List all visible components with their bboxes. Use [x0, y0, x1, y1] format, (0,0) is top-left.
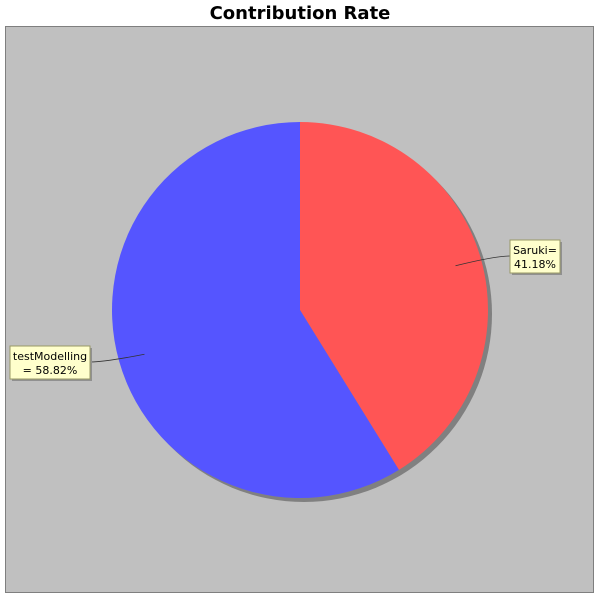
label-leader-line [455, 255, 511, 267]
label-text-name: testModelling [13, 350, 87, 363]
label-text-value: = 58.82% [23, 364, 78, 377]
label-box [9, 345, 91, 380]
pie-label-testModelling: testModelling= 58.82% [9, 345, 145, 381]
pie-slice-Saruki [300, 122, 488, 470]
pie-slice-testModelling [111, 122, 399, 499]
pie-label-Saruki: Saruki=41.18% [455, 239, 562, 275]
label-text-value: 41.18% [514, 258, 556, 271]
label-text-name: Saruki= [513, 244, 557, 257]
label-box [509, 239, 561, 274]
chart-title: Contribution Rate [209, 3, 391, 24]
label-leader-line [89, 353, 145, 363]
